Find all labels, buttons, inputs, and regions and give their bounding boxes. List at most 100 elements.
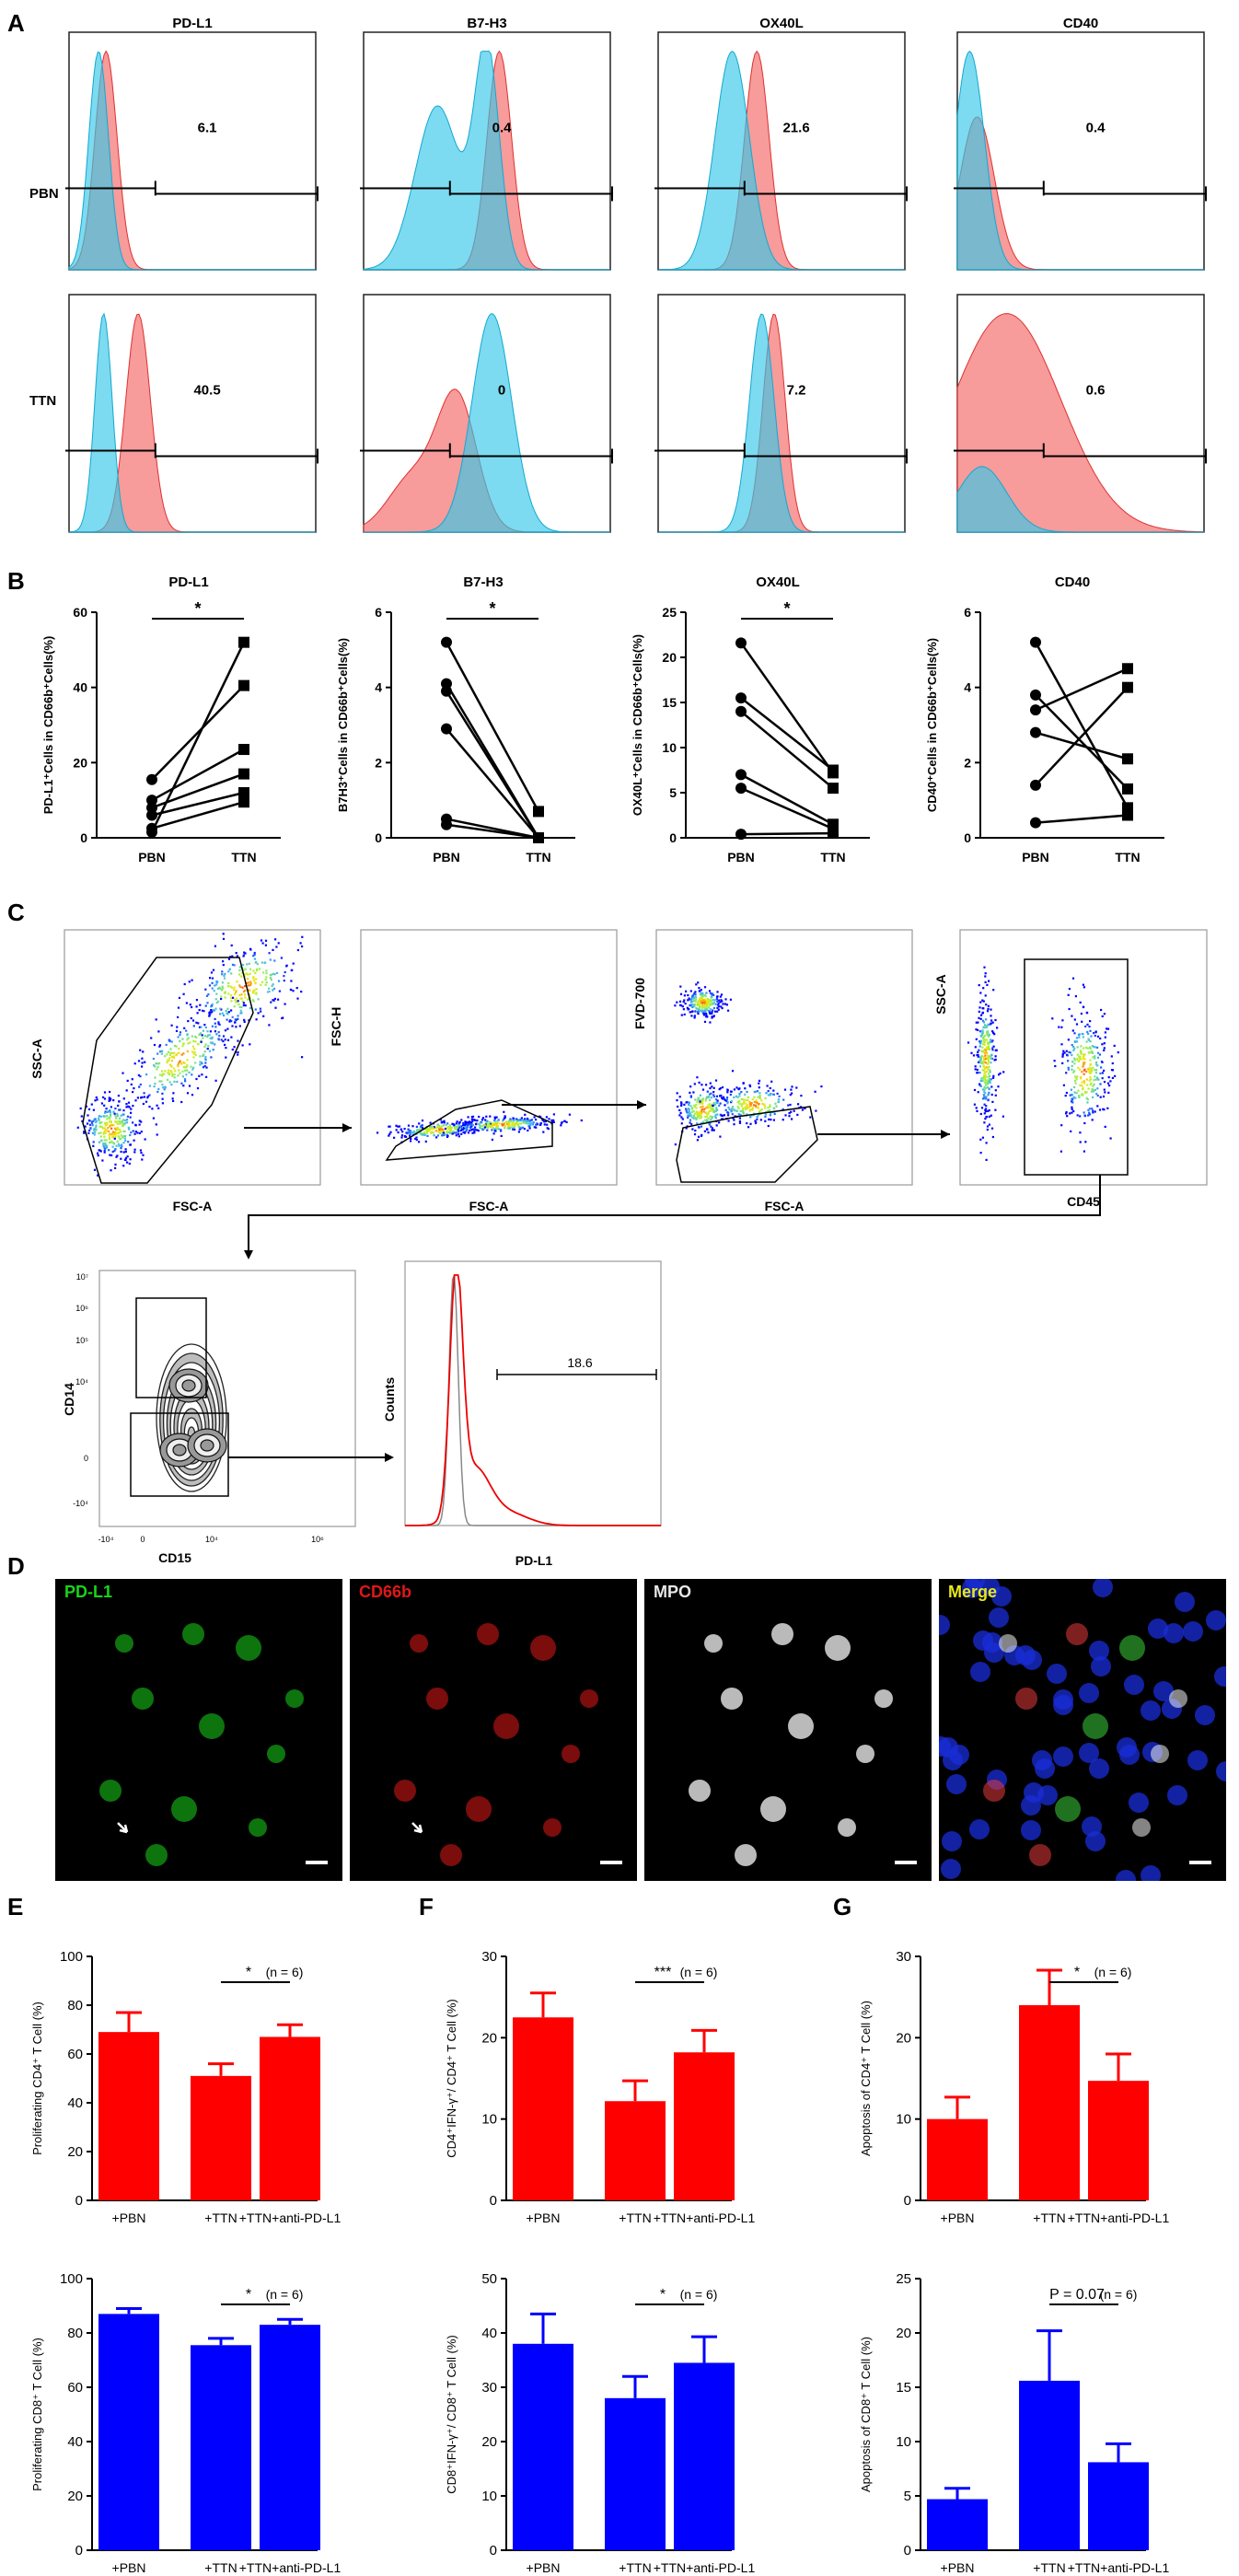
- stained-cell: [285, 1689, 304, 1708]
- event-dot: [464, 1125, 467, 1128]
- event-dot: [152, 1057, 155, 1061]
- event-dot: [1068, 1007, 1071, 1011]
- event-dot: [224, 1043, 226, 1046]
- event-dot: [186, 1092, 190, 1095]
- event-dot: [87, 1114, 89, 1117]
- event-dot: [729, 998, 732, 1001]
- event-dot: [411, 1125, 414, 1128]
- event-dot: [721, 1007, 724, 1010]
- event-dot: [981, 1030, 984, 1033]
- event-dot: [517, 1125, 520, 1128]
- sig-marker: *: [1074, 1965, 1080, 1980]
- event-dot: [214, 1007, 217, 1010]
- event-dot: [533, 1116, 536, 1119]
- event-dot: [460, 1125, 463, 1128]
- event-dot: [116, 1126, 119, 1129]
- event-dot: [981, 1007, 984, 1010]
- event-dot: [782, 1119, 784, 1121]
- dapi-nucleus: [969, 1819, 990, 1839]
- event-dot: [238, 984, 241, 987]
- event-dot: [986, 1070, 989, 1073]
- event-dot: [114, 1120, 117, 1123]
- event-dot: [990, 1022, 992, 1025]
- event-dot: [446, 1134, 449, 1137]
- event-dot: [1090, 1035, 1093, 1038]
- event-dot: [992, 1076, 995, 1079]
- event-dot: [685, 1109, 688, 1112]
- event-dot: [679, 985, 682, 988]
- pair-line: [151, 748, 245, 802]
- event-dot: [153, 1064, 156, 1067]
- pbn-point: [735, 783, 747, 795]
- event-dot: [104, 1124, 107, 1127]
- event-dot: [141, 1158, 144, 1161]
- event-dot: [698, 1114, 701, 1117]
- event-dot: [129, 1116, 132, 1119]
- event-dot: [700, 1121, 702, 1124]
- event-dot: [1076, 1114, 1079, 1117]
- event-dot: [1074, 1097, 1077, 1099]
- event-dot: [457, 1132, 460, 1135]
- event-dot: [256, 963, 259, 966]
- event-dot: [709, 999, 712, 1002]
- event-dot: [218, 1035, 221, 1038]
- event-dot: [290, 989, 293, 992]
- event-dot: [493, 1128, 497, 1131]
- event-dot: [106, 1110, 109, 1113]
- event-dot: [720, 1005, 723, 1008]
- event-dot: [989, 1069, 991, 1072]
- event-dot: [991, 1021, 994, 1024]
- event-dot: [1094, 1069, 1098, 1072]
- event-dot: [983, 1112, 986, 1115]
- event-dot: [745, 1098, 747, 1101]
- event-dot: [114, 1148, 117, 1151]
- event-dot: [435, 1127, 438, 1130]
- event-dot: [710, 1097, 712, 1099]
- event-dot: [748, 1085, 752, 1088]
- event-dot: [1078, 1056, 1081, 1059]
- event-dot: [676, 1099, 678, 1102]
- event-dot: [98, 1115, 100, 1118]
- event-dot: [1083, 1115, 1087, 1118]
- event-dot: [253, 989, 256, 992]
- event-dot: [241, 986, 244, 989]
- event-dot: [226, 1027, 229, 1030]
- event-dot: [110, 1097, 112, 1100]
- event-dot: [769, 1114, 771, 1117]
- event-dot: [234, 992, 237, 996]
- event-dot: [490, 1126, 492, 1129]
- event-dot: [119, 1129, 122, 1131]
- event-dot: [1096, 1076, 1099, 1079]
- event-dot: [987, 1055, 990, 1058]
- event-dot: [117, 1095, 120, 1097]
- event-dot: [990, 1093, 993, 1097]
- x-tick-label: +TTN+anti-PD-L1: [654, 2560, 756, 2575]
- event-dot: [985, 1097, 988, 1100]
- event-dot: [782, 1098, 785, 1101]
- event-dot: [110, 1127, 113, 1130]
- event-dot: [689, 1121, 691, 1124]
- event-dot: [462, 1127, 466, 1130]
- event-dot: [700, 1111, 702, 1114]
- event-dot: [1089, 1047, 1092, 1050]
- event-dot: [1082, 1058, 1084, 1061]
- event-dot: [800, 1106, 803, 1108]
- event-dot: [243, 1020, 246, 1023]
- event-dot: [244, 985, 247, 988]
- event-dot: [122, 1151, 125, 1154]
- event-dot: [1073, 1070, 1076, 1073]
- event-dot: [185, 1002, 188, 1004]
- gating-x-label: FSC-A: [173, 1199, 213, 1213]
- event-dot: [982, 1097, 985, 1100]
- dapi-nucleus: [1187, 1750, 1208, 1770]
- chart-title: CD40: [1055, 574, 1090, 590]
- pair-line: [151, 801, 245, 830]
- event-dot: [738, 1095, 741, 1097]
- event-dot: [988, 1065, 990, 1068]
- event-dot: [751, 1108, 754, 1111]
- event-dot: [162, 1086, 165, 1089]
- event-dot: [461, 1128, 464, 1131]
- event-dot: [118, 1108, 121, 1111]
- x-tick-label: +PBN: [527, 2210, 561, 2225]
- event-dot: [1086, 1012, 1089, 1015]
